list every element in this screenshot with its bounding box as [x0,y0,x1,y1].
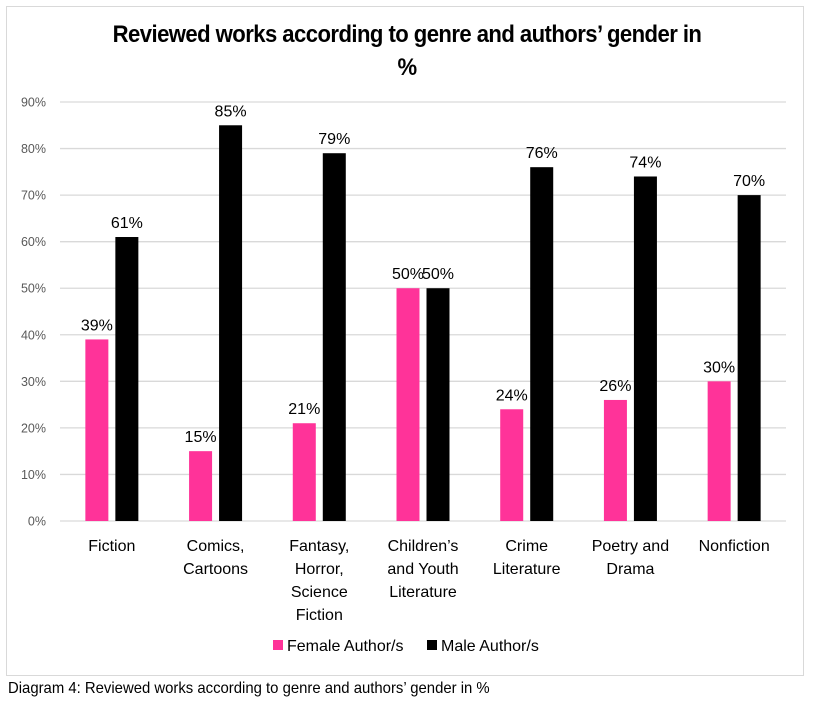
bar-female [85,339,109,521]
bar-female [707,381,731,521]
x-category-label: Crime Literature [493,538,561,578]
bar-female [396,288,420,521]
bars [85,125,761,522]
data-label: 70% [733,173,765,190]
x-category-label: Fiction [88,538,135,555]
data-label: 50% [392,266,424,283]
chart-title: Reviewed works according to genre and au… [33,18,782,84]
y-tick-label: 0% [28,515,46,529]
y-tick-label: 60% [21,235,46,249]
legend-label-male: Male Author/s [441,638,539,655]
data-label: 74% [629,154,661,171]
y-tick-label: 80% [21,142,46,156]
y-tick-label: 70% [21,189,46,203]
y-tick-label: 40% [21,328,46,342]
y-tick-label: 90% [21,96,46,110]
bar-male [633,176,657,521]
data-label: 85% [215,103,247,120]
bar-male [322,153,346,521]
data-label: 21% [288,401,320,418]
bar-male [219,125,243,522]
data-label: 39% [81,317,113,334]
x-category-label: Poetry and Drama [592,538,669,578]
data-labels: 39% 61% 15% 85% 21% 79% 50%50% 24% 76% 26% 74% 30% 7… [81,103,765,446]
gridlines [60,101,786,522]
data-label: 76% [526,145,558,162]
bar-female [603,399,627,521]
x-category-label: Comics, Cartoons [183,538,248,578]
x-category-label: Children’s and Youth Literature [387,538,458,601]
data-label: 24% [496,387,528,404]
data-label: 50% [422,266,454,283]
bar-male [530,167,554,521]
bar-female [292,423,316,521]
y-tick-label: 50% [21,282,46,296]
bar-male [115,237,139,521]
x-category-label: Fantasy, Horror, Science Fiction [289,538,349,624]
x-category-label: Nonfiction [699,538,770,555]
y-tick-label: 10% [21,468,46,482]
bar-female [500,409,524,521]
legend-label-female: Female Author/s [287,638,404,655]
y-tick-label: 20% [21,421,46,435]
y-tick-label: 30% [21,375,46,389]
figure-caption: Diagram 4: Reviewed works according to g… [8,680,490,697]
y-axis-ticks: 0% 10% 20% 30% 40% 50% 60% 70% 80% 90% [21,96,46,529]
bar-male [737,195,761,521]
legend-swatch-male [427,640,437,650]
bar-male [426,288,450,521]
legend: Female Author/s Male Author/s [273,638,539,655]
data-label: 30% [703,359,735,376]
x-axis-categories: Fiction Comics, Cartoons Fantasy, Horror, Sci… [88,538,769,624]
chart-title-text: Reviewed works according to genre and au… [112,21,702,81]
data-label: 61% [111,215,143,232]
legend-swatch-female [273,640,283,650]
data-label: 15% [185,429,217,446]
bar-female [189,451,213,521]
data-label: 79% [318,131,350,148]
data-label: 26% [599,378,631,395]
